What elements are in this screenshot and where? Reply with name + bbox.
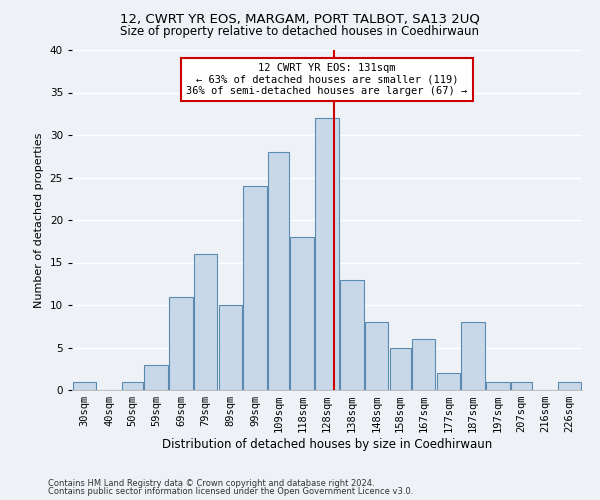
Bar bbox=[73, 382, 96, 390]
Text: Contains public sector information licensed under the Open Government Licence v3: Contains public sector information licen… bbox=[48, 487, 413, 496]
Text: 12 CWRT YR EOS: 131sqm
← 63% of detached houses are smaller (119)
36% of semi-de: 12 CWRT YR EOS: 131sqm ← 63% of detached… bbox=[187, 62, 467, 96]
Bar bbox=[461, 322, 485, 390]
Bar bbox=[268, 152, 289, 390]
Text: Size of property relative to detached houses in Coedhirwaun: Size of property relative to detached ho… bbox=[121, 25, 479, 38]
Bar bbox=[412, 339, 436, 390]
Bar bbox=[194, 254, 217, 390]
Bar bbox=[365, 322, 388, 390]
Bar bbox=[290, 237, 314, 390]
X-axis label: Distribution of detached houses by size in Coedhirwaun: Distribution of detached houses by size … bbox=[162, 438, 492, 451]
Bar bbox=[145, 364, 168, 390]
Bar bbox=[558, 382, 581, 390]
Text: Contains HM Land Registry data © Crown copyright and database right 2024.: Contains HM Land Registry data © Crown c… bbox=[48, 478, 374, 488]
Bar bbox=[169, 296, 193, 390]
Text: 12, CWRT YR EOS, MARGAM, PORT TALBOT, SA13 2UQ: 12, CWRT YR EOS, MARGAM, PORT TALBOT, SA… bbox=[120, 12, 480, 26]
Bar bbox=[486, 382, 509, 390]
Bar bbox=[340, 280, 364, 390]
Bar bbox=[511, 382, 532, 390]
Bar bbox=[244, 186, 267, 390]
Bar bbox=[122, 382, 143, 390]
Y-axis label: Number of detached properties: Number of detached properties bbox=[34, 132, 44, 308]
Bar bbox=[315, 118, 339, 390]
Bar bbox=[389, 348, 410, 390]
Bar bbox=[437, 373, 460, 390]
Bar bbox=[218, 305, 242, 390]
